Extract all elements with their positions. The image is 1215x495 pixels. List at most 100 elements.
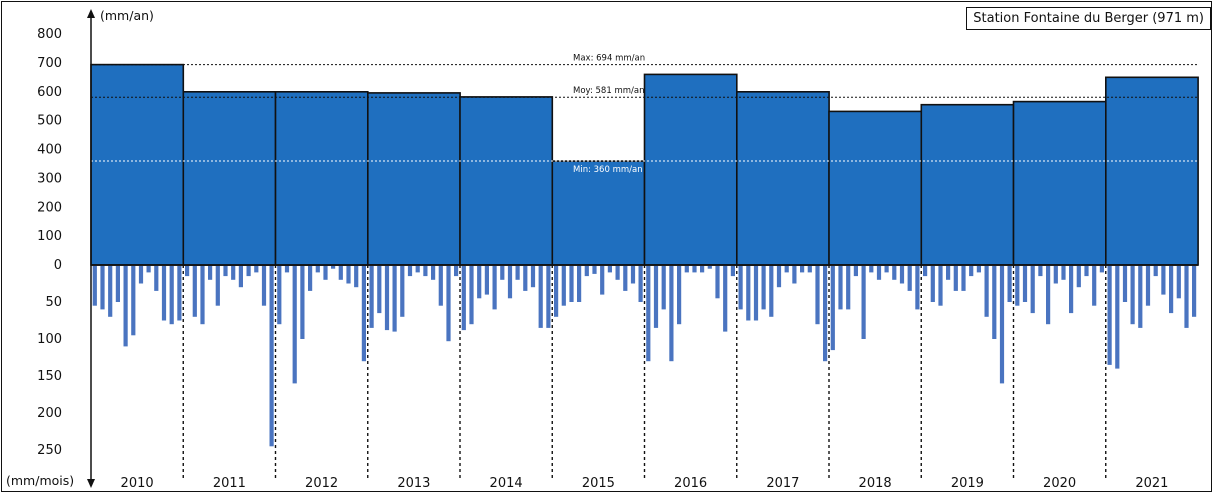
monthly-bar-2021-5: [1138, 266, 1143, 328]
monthly-bar-2019-10: [992, 266, 997, 339]
monthly-bar-2010-7: [138, 266, 144, 284]
year-label-2019: 2019: [951, 476, 984, 491]
monthly-bar-2021-10: [1176, 266, 1181, 299]
annual-bar-2013: [366, 92, 461, 266]
monthly-bar-2019-12: [1007, 266, 1012, 302]
monthly-bar-2021-3: [1122, 266, 1128, 302]
monthly-bar-2016-4: [669, 266, 674, 362]
monthly-bar-2016-12: [730, 266, 735, 277]
annual-bar-2014: [459, 96, 554, 266]
monthly-bar-2010-8: [146, 266, 151, 273]
monthly-bar-2019-6: [961, 266, 966, 291]
monthly-bar-2016-1: [646, 266, 651, 362]
monthly-bar-2013-1: [369, 266, 374, 328]
annual-tick-label: 800: [37, 27, 62, 42]
monthly-bar-2010-1: [92, 266, 97, 306]
monthly-bar-2013-11: [446, 266, 451, 342]
annual-unit-label: (mm/an): [100, 8, 154, 23]
monthly-bar-2019-1: [923, 266, 928, 277]
monthly-bar-2014-9: [523, 266, 528, 291]
monthly-bar-2019-2: [930, 266, 935, 302]
monthly-bar-2011-3: [200, 266, 205, 325]
monthly-bar-2010-12: [177, 266, 182, 321]
monthly-bar-2017-8: [792, 266, 797, 284]
monthly-bar-2018-3: [846, 266, 851, 310]
monthly-bar-2016-9: [707, 266, 712, 269]
monthly-bar-2015-10: [623, 266, 628, 291]
monthly-bar-2014-1: [461, 266, 466, 331]
annual-tick-label: 100: [37, 229, 62, 244]
monthly-bar-2013-6: [407, 266, 413, 277]
monthly-bar-2012-6: [315, 266, 320, 273]
monthly-bar-2020-11: [1092, 266, 1097, 306]
monthly-bar-2017-7: [784, 266, 789, 273]
year-label-2011: 2011: [213, 476, 246, 491]
annual-tick-label: 700: [37, 56, 62, 71]
monthly-bar-2017-4: [761, 266, 766, 310]
monthly-bar-2010-2: [100, 266, 105, 310]
annual-tick-label: 600: [37, 85, 62, 100]
monthly-bar-2016-7: [692, 266, 697, 273]
annual-bar-2021: [1105, 76, 1199, 266]
annual-bar-2020: [1012, 100, 1107, 266]
monthly-bar-2017-5: [769, 266, 774, 317]
monthly-bar-2021-12: [1192, 266, 1197, 317]
monthly-bar-2019-7: [969, 266, 974, 277]
year-label-2014: 2014: [490, 476, 523, 491]
y-axis-up-arrow: [87, 9, 95, 18]
monthly-bar-2011-10: [254, 266, 259, 273]
annual-tick-label: 0: [54, 258, 62, 273]
monthly-bar-2018-6: [869, 266, 874, 273]
monthly-bar-2015-3: [569, 266, 574, 302]
annual-tick-label: 400: [37, 143, 62, 158]
annual-tick-label: 500: [37, 114, 62, 129]
monthly-bar-2014-3: [477, 266, 482, 299]
monthly-bar-2016-8: [700, 266, 705, 273]
monthly-bar-2021-7: [1153, 266, 1158, 277]
monthly-bar-2017-10: [807, 266, 812, 273]
monthly-bar-2016-2: [653, 266, 659, 328]
monthly-bar-2013-2: [377, 266, 382, 314]
annual-bar-2017: [735, 91, 830, 266]
monthly-tick-label: 50: [45, 295, 62, 310]
monthly-bar-2020-12: [1099, 266, 1104, 273]
monthly-bar-2017-11: [815, 266, 820, 325]
monthly-bar-2021-8: [1161, 266, 1166, 295]
monthly-bar-2020-9: [1076, 266, 1081, 288]
year-label-2015: 2015: [582, 476, 615, 491]
monthly-bar-2017-9: [800, 266, 805, 273]
monthly-bar-2014-7: [507, 266, 513, 299]
monthly-bar-2016-3: [661, 266, 666, 310]
monthly-bar-2010-6: [131, 266, 136, 336]
monthly-bar-2017-1: [738, 266, 743, 310]
monthly-bar-2020-10: [1084, 266, 1089, 277]
annual-tick-label: 200: [37, 200, 62, 215]
monthly-bar-2011-9: [246, 266, 251, 277]
monthly-bar-2012-3: [292, 266, 297, 384]
monthly-unit-label: (mm/mois): [6, 473, 75, 488]
monthly-bar-2021-6: [1145, 266, 1151, 306]
monthly-bar-2015-11: [630, 266, 636, 284]
monthly-bar-2011-6: [223, 266, 228, 277]
monthly-bar-2016-6: [684, 266, 689, 273]
monthly-bar-2011-11: [261, 266, 267, 306]
monthly-bar-2018-5: [861, 266, 866, 339]
monthly-bar-2015-12: [638, 266, 643, 302]
monthly-bar-2013-5: [400, 266, 405, 317]
year-label-2017: 2017: [766, 476, 799, 491]
annual-bar-2010: [90, 63, 185, 266]
monthly-bar-2020-5: [1046, 266, 1051, 325]
monthly-bar-2014-8: [515, 266, 520, 280]
monthly-bar-2013-10: [438, 266, 443, 306]
monthly-bar-2012-10: [346, 266, 351, 284]
monthly-bar-2013-4: [392, 266, 397, 332]
reference-label-0: Max: 694 mm/an: [573, 54, 645, 64]
year-label-2013: 2013: [397, 476, 430, 491]
year-label-2018: 2018: [859, 476, 892, 491]
y-axis-down-arrow: [87, 479, 95, 488]
monthly-bar-2017-2: [746, 266, 751, 321]
monthly-bar-2014-12: [546, 266, 551, 328]
annual-bar-2011: [182, 91, 277, 266]
monthly-bar-2015-4: [577, 266, 582, 302]
